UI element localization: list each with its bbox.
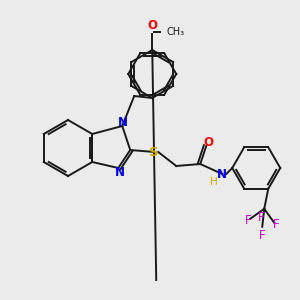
Text: F: F (259, 229, 266, 242)
Text: N: N (217, 167, 227, 181)
Text: N: N (115, 166, 125, 178)
Text: F: F (258, 211, 264, 224)
Text: H: H (210, 177, 218, 187)
Text: O: O (147, 19, 157, 32)
Text: S: S (149, 146, 159, 158)
Text: F: F (245, 214, 252, 227)
Text: F: F (273, 218, 280, 231)
Text: N: N (118, 116, 128, 130)
Text: O: O (203, 136, 213, 148)
Text: CH₃: CH₃ (166, 27, 184, 37)
